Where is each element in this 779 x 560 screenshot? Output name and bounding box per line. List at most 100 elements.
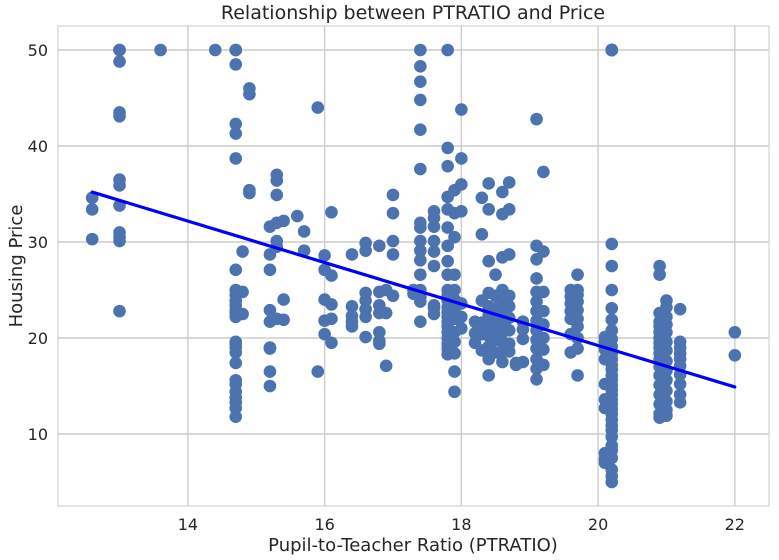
data-point [229,127,243,140]
data-point [605,43,619,57]
data-point [455,178,468,191]
data-point [325,269,338,282]
x-tick-label: 20 [588,515,608,534]
data-point [489,268,502,281]
data-point [373,239,386,253]
data-point [660,409,673,423]
data-point [496,355,509,369]
data-point [441,141,454,155]
data-point [448,365,461,378]
data-point [537,331,550,345]
data-point [475,228,489,241]
data-point [605,324,619,337]
data-point [270,174,284,187]
data-point [113,55,126,68]
data-point [448,347,461,360]
data-point [653,268,666,281]
data-point [229,410,243,424]
data-point [229,346,243,359]
data-point [373,325,386,339]
y-tick-label: 20 [28,329,48,348]
data-point [502,248,516,261]
data-point [475,191,489,205]
data-point [263,342,277,355]
data-point [318,327,331,341]
data-point [263,303,277,317]
y-axis-label: Housing Price [6,205,27,328]
data-point [530,272,543,285]
data-point [482,177,496,190]
data-point [243,186,256,200]
data-point [386,206,400,220]
data-point [113,43,126,57]
data-point [414,43,427,57]
data-point [441,239,454,253]
data-point [482,369,496,382]
data-point [229,401,243,415]
data-point [455,310,468,324]
data-point [605,283,619,297]
data-point [502,300,516,313]
data-point [345,320,359,333]
data-point [441,159,454,173]
x-axis-label: Pupil-to-Teacher Ratio (PTRATIO) [268,535,558,556]
data-point [516,332,530,346]
data-point [297,225,311,238]
data-point [537,245,550,258]
data-point [113,304,126,318]
data-point [728,325,742,339]
data-point [455,322,468,335]
data-point [386,188,400,202]
data-point [502,203,516,216]
data-point [448,283,461,297]
data-point [537,358,550,372]
y-tick-label: 10 [28,425,48,444]
data-point [455,152,468,165]
data-point [427,259,441,273]
data-point [414,93,427,107]
data-point [605,259,619,273]
data-point [482,254,496,268]
data-point [496,185,509,199]
data-point [427,220,441,233]
data-point [85,232,99,246]
chart-title: Relationship between PTRATIO and Price [221,2,605,24]
data-point [502,345,516,358]
data-point [345,248,359,261]
data-point [229,43,243,57]
data-point [379,306,393,320]
data-point [660,373,673,387]
data-point [427,307,441,321]
data-point [537,165,550,179]
data-point [653,259,666,273]
data-point [229,356,243,370]
y-tick-label: 40 [28,137,48,156]
data-point [414,244,427,257]
data-point [414,234,427,248]
data-point [448,268,461,281]
data-point [325,336,338,350]
data-point [208,43,222,57]
plot-area [57,25,770,507]
data-point [113,234,126,248]
x-tick-label: 18 [451,515,471,534]
data-point [236,307,249,321]
data-point [728,348,742,362]
data-point [530,112,543,126]
data-point [113,179,126,192]
data-point [441,254,454,268]
data-point [673,396,687,409]
data-point [530,372,543,386]
data-point [359,310,372,324]
data-point [571,303,584,317]
data-point [571,369,584,382]
data-point [113,109,126,123]
data-point [277,313,290,327]
data-point [229,58,243,71]
data-point [311,101,325,114]
data-point [263,365,277,378]
data-point [516,355,530,369]
y-gridlines [58,49,769,435]
data-point [263,379,277,393]
